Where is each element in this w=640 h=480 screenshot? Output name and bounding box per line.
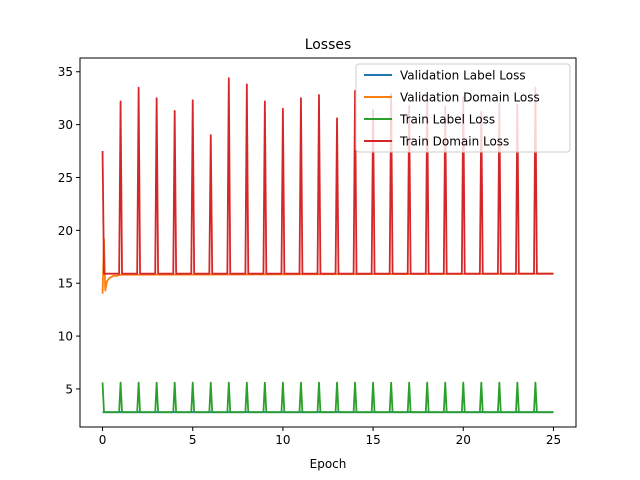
y-tick-label: 5: [65, 382, 73, 396]
y-tick-label: 15: [58, 277, 73, 291]
y-tick-label: 10: [58, 330, 73, 344]
y-tick-label: 25: [58, 171, 73, 185]
x-axis-label: Epoch: [310, 457, 347, 471]
plot-frame: [79, 57, 577, 428]
y-axis: 5 10 15 20 25 30 35: [58, 65, 80, 396]
x-tick-label: 0: [99, 433, 107, 447]
x-tick-label: 10: [275, 433, 290, 447]
series-line-3: [101, 381, 554, 414]
x-axis: 0 5 10 15 20 25: [99, 427, 561, 447]
x-tick-label: 15: [365, 433, 380, 447]
y-tick-label: 20: [58, 224, 73, 238]
y-tick-label: 30: [58, 118, 73, 132]
series-line-4: [101, 77, 554, 275]
x-tick-label: 5: [189, 433, 197, 447]
legend-entry: Train Label Loss: [399, 113, 495, 127]
legend-entry: Train Domain Loss: [399, 135, 509, 149]
legend-box: [355, 63, 571, 153]
x-tick-label: 20: [456, 433, 471, 447]
chart-title: Losses: [305, 37, 352, 53]
legend-entry: Validation Label Loss: [400, 69, 526, 83]
legend-entry: Validation Domain Loss: [400, 91, 540, 105]
y-tick-label: 35: [58, 65, 73, 79]
legend: Validation Label Loss Validation Domain L…: [355, 63, 571, 153]
plot-lines: [101, 77, 554, 414]
x-tick-label: 25: [546, 433, 561, 447]
